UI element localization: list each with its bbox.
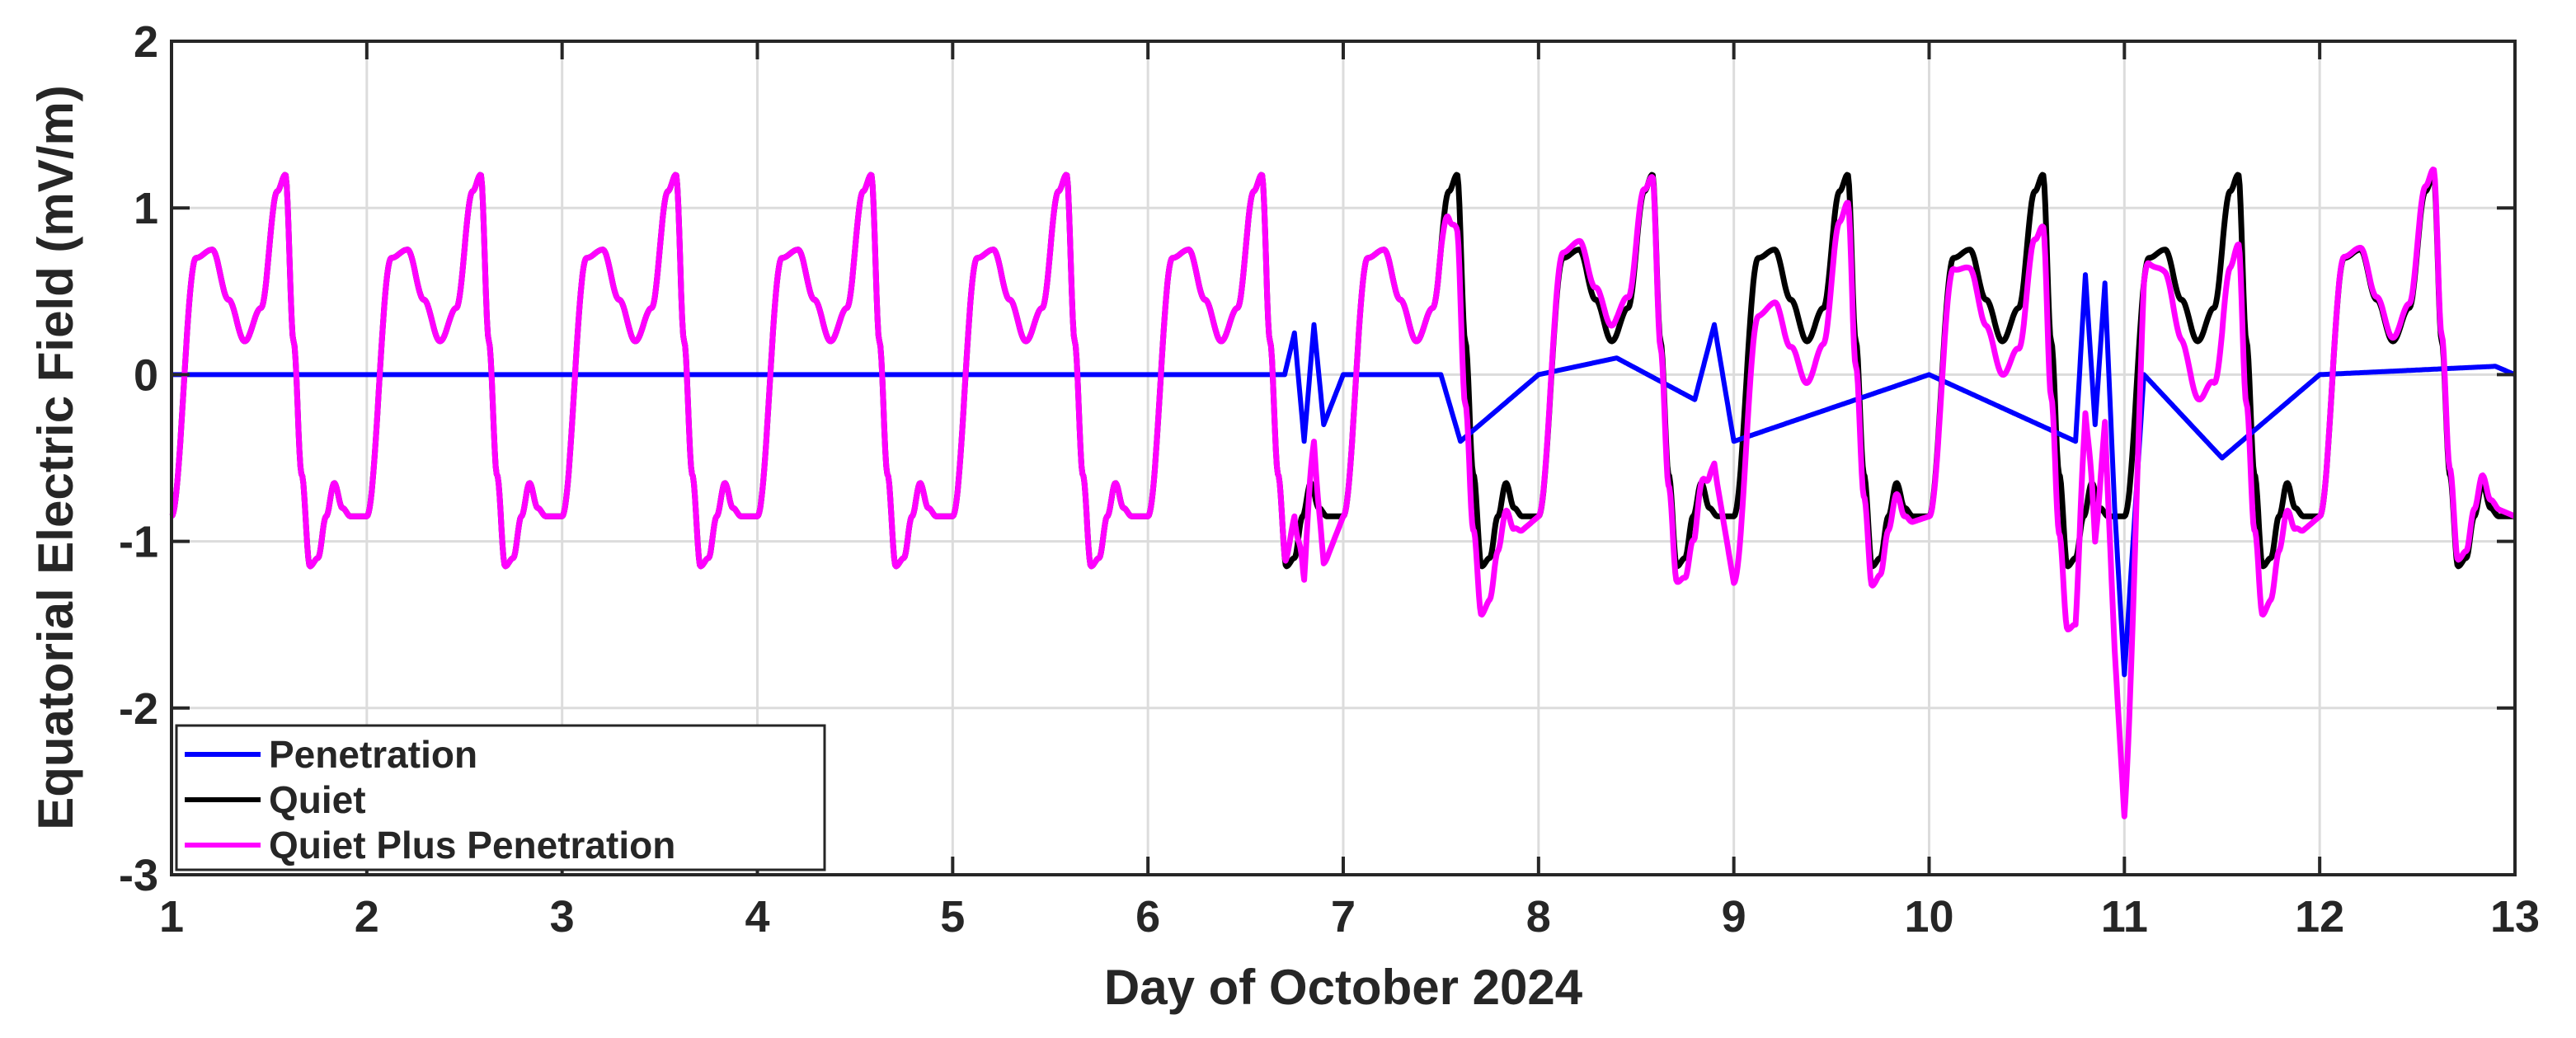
x-tick-label: 7 <box>1331 892 1356 942</box>
y-axis-title: Equatorial Electric Field (mV/m) <box>28 85 83 830</box>
y-tick-label: -3 <box>119 851 158 900</box>
x-tick-label: 8 <box>1526 892 1551 942</box>
legend-label-quiet: Quiet <box>269 778 366 821</box>
x-tick-label: 13 <box>2490 892 2540 942</box>
y-tick-label: 0 <box>134 350 158 400</box>
x-tick-label: 6 <box>1135 892 1160 942</box>
y-tick-label: -2 <box>119 684 158 734</box>
series-line-penetration <box>170 272 2517 678</box>
x-axis-title: Day of October 2024 <box>1104 960 1583 1015</box>
series-layer <box>169 167 2517 820</box>
series-line-quiet-plus-penetration <box>169 167 2517 820</box>
x-tick-label: 2 <box>355 892 379 942</box>
y-tick-labels: -3 -2 -1 0 1 2 <box>119 17 158 900</box>
legend: Penetration Quiet Quiet Plus Penetration <box>175 724 826 871</box>
x-tick-label: 10 <box>1904 892 1953 942</box>
legend-box <box>175 724 826 871</box>
x-tick-label: 1 <box>159 892 184 942</box>
x-tick-label: 4 <box>745 892 769 942</box>
y-tick-label: 1 <box>134 184 158 233</box>
legend-label-quiet-plus-penetration: Quiet Plus Penetration <box>269 824 675 867</box>
x-tick-labels: 1 2 3 4 5 6 7 8 9 10 11 12 13 <box>159 892 2540 942</box>
x-tick-label: 3 <box>550 892 575 942</box>
legend-label-penetration: Penetration <box>269 733 477 776</box>
x-tick-label: 12 <box>2295 892 2344 942</box>
x-tick-label: 9 <box>1722 892 1746 942</box>
y-tick-label: -1 <box>119 518 158 567</box>
y-tick-label: 2 <box>134 17 158 67</box>
x-tick-label: 5 <box>940 892 965 942</box>
x-tick-label: 11 <box>2101 892 2148 942</box>
